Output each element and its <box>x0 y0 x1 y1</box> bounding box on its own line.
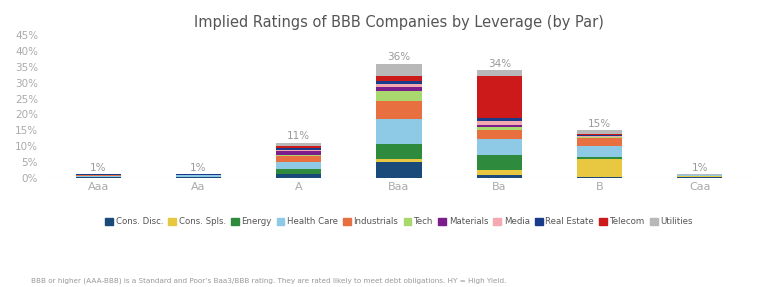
Bar <box>276 143 321 146</box>
Bar <box>577 137 622 138</box>
Bar <box>678 175 722 176</box>
Bar <box>276 146 321 148</box>
Text: 36%: 36% <box>387 52 410 62</box>
Bar <box>377 119 421 144</box>
Text: 1%: 1% <box>90 163 106 173</box>
Bar <box>577 134 622 135</box>
Bar <box>477 174 522 178</box>
Bar <box>276 174 321 178</box>
Bar <box>577 159 622 177</box>
Bar <box>477 127 522 130</box>
Bar <box>276 151 321 154</box>
Text: 1%: 1% <box>691 163 708 173</box>
Bar <box>377 162 421 178</box>
Bar <box>577 177 622 178</box>
Bar <box>577 130 622 134</box>
Bar <box>377 64 421 76</box>
Bar <box>377 81 421 84</box>
Text: 1%: 1% <box>190 163 206 173</box>
Text: BBB or higher (AAA-BBB) is a Standard and Poor’s Baa3/BBB rating. They are rated: BBB or higher (AAA-BBB) is a Standard an… <box>31 278 506 284</box>
Bar <box>577 157 622 159</box>
Bar <box>276 156 321 162</box>
Bar <box>276 162 321 169</box>
Bar <box>577 135 622 137</box>
Bar <box>276 154 321 156</box>
Bar <box>276 150 321 151</box>
Bar <box>477 139 522 155</box>
Bar <box>477 155 522 170</box>
Bar <box>678 176 722 177</box>
Bar <box>477 125 522 127</box>
Bar <box>377 101 421 119</box>
Bar <box>377 159 421 162</box>
Bar <box>377 87 421 92</box>
Legend: Cons. Disc., Cons. Spls., Energy, Health Care, Industrials, Tech, Materials, Med: Cons. Disc., Cons. Spls., Energy, Health… <box>105 218 693 226</box>
Bar <box>577 138 622 146</box>
Bar <box>477 170 522 174</box>
Bar <box>477 118 522 121</box>
Bar <box>377 84 421 87</box>
Title: Implied Ratings of BBB Companies by Leverage (by Par): Implied Ratings of BBB Companies by Leve… <box>194 15 604 30</box>
Bar <box>477 70 522 76</box>
Text: 34%: 34% <box>487 59 511 69</box>
Text: 15%: 15% <box>588 119 611 129</box>
Bar <box>276 148 321 150</box>
Bar <box>477 76 522 118</box>
Bar <box>75 176 121 177</box>
Bar <box>176 175 221 177</box>
Bar <box>477 130 522 139</box>
Bar <box>377 76 421 81</box>
Bar <box>377 92 421 101</box>
Bar <box>477 121 522 125</box>
Text: 11%: 11% <box>287 131 310 141</box>
Bar <box>577 146 622 157</box>
Bar <box>377 144 421 159</box>
Bar <box>75 175 121 176</box>
Bar <box>276 169 321 174</box>
